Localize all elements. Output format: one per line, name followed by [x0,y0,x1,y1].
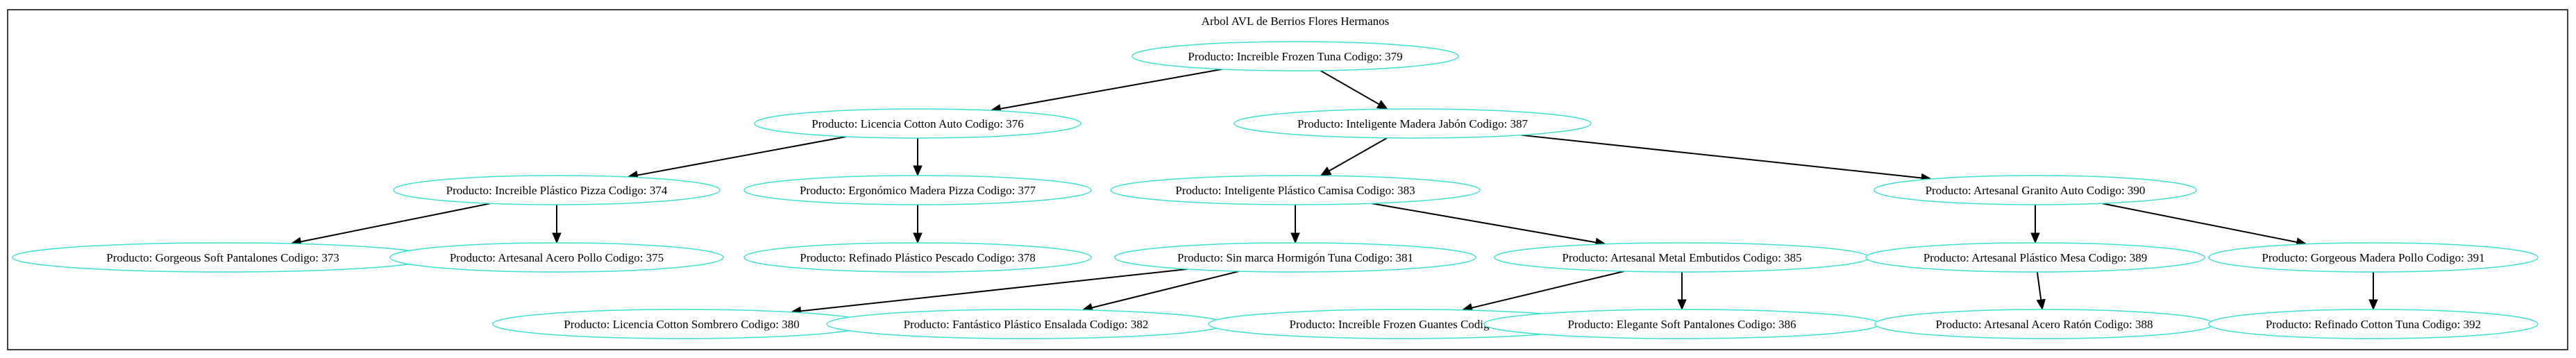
edge-line [1371,203,1597,244]
edge-line [637,135,847,176]
node-label: Producto: Increible Plástico Pizza Codig… [446,184,668,197]
node-label: Producto: Refinado Cotton Tuna Codigo: 3… [2266,318,2481,331]
edge-line [1000,68,1222,110]
edge-line [301,203,491,243]
node-label: Producto: Elegante Soft Pantalones Codig… [1567,318,1796,331]
tree-node-n375: Producto: Artesanal Acero Pollo Codigo: … [389,242,724,273]
edge-arrowhead [552,232,562,244]
node-ellipse [1114,242,1476,273]
edge-n391-n392 [2368,272,2378,311]
edge-arrowhead [1677,299,1687,311]
node-ellipse [2208,242,2539,273]
tree-node-n392: Producto: Refinado Cotton Tuna Codigo: 3… [2208,309,2539,339]
edge-arrowhead [2030,232,2040,244]
edge-n385-n386 [1677,272,1687,311]
edge-line [1471,271,1624,309]
tree-node-n382: Producto: Fantástico Plástico Ensalada C… [826,309,1226,339]
tree-node-n390: Producto: Artesanal Granito Auto Codigo:… [1874,175,2197,205]
node-label: Producto: Increible Frozen Tuna Codigo: … [1188,50,1402,63]
edge-line [2101,203,2298,244]
node-label: Producto: Ergonómico Madera Pizza Codigo… [800,184,1036,197]
edge-line [1329,137,1388,172]
tree-node-n387: Producto: Inteligente Madera Jabón Codig… [1234,108,1592,139]
node-label: Producto: Refinado Plástico Pescado Codi… [800,251,1036,264]
node-ellipse [743,175,1092,205]
edge-n387-n383 [1320,137,1388,176]
node-label: Producto: Artesanal Acero Ratón Codigo: … [1935,318,2153,331]
node-label: Producto: Licencia Cotton Auto Codigo: 3… [811,117,1024,130]
tree-node-n373: Producto: Gorgeous Soft Pantalones Codig… [12,242,434,273]
node-ellipse [754,108,1081,139]
edge-line [1520,134,1922,179]
node-ellipse [1234,108,1592,139]
tree-node-n381: Producto: Sin marca Hormigón Tuna Codigo… [1114,242,1476,273]
edge-line [800,268,1188,312]
node-ellipse [389,242,724,273]
edge-arrowhead [1290,232,1300,244]
node-label: Producto: Artesanal Granito Auto Codigo:… [1926,184,2146,197]
tree-node-n384: Producto: Increible Frozen Guantes Codig… [1208,309,1601,339]
node-label: Producto: Inteligente Plástico Camisa Co… [1175,184,1415,197]
node-ellipse [2208,309,2539,339]
node-label: Producto: Artesanal Plástico Mesa Codigo… [1923,251,2148,264]
edge-n376-n377 [913,138,923,177]
edge-line [2036,271,2042,300]
node-ellipse [393,175,721,205]
node-ellipse [1874,175,2197,205]
edge-line [1320,69,1380,105]
edge-n379-n387 [1320,69,1388,110]
node-ellipse [1865,242,2205,273]
node-label: Producto: Sin marca Hormigón Tuna Codigo… [1177,251,1413,264]
tree-node-n377: Producto: Ergonómico Madera Pizza Codigo… [743,175,1092,205]
edge-n374-n375 [552,205,562,244]
tree-node-n376: Producto: Licencia Cotton Auto Codigo: 3… [754,108,1081,139]
tree-node-n388: Producto: Artesanal Acero Ratón Codigo: … [1874,309,2214,339]
edge-arrowhead [2368,299,2378,311]
edge-n389-n388 [2036,271,2046,311]
tree-node-n383: Producto: Inteligente Plástico Camisa Co… [1110,175,1481,205]
node-label: Producto: Artesanal Metal Embutidos Codi… [1562,251,1801,264]
edge-arrowhead [913,165,923,177]
tree-node-n391: Producto: Gorgeous Madera Pollo Codigo: … [2208,242,2539,273]
edge-n390-n389 [2030,205,2040,244]
tree-node-n379: Producto: Increible Frozen Tuna Codigo: … [1131,41,1459,71]
node-label: Producto: Artesanal Acero Pollo Codigo: … [450,251,664,264]
edge-arrowhead [2036,298,2046,311]
tree-node-n389: Producto: Artesanal Plástico Mesa Codigo… [1865,242,2205,273]
node-ellipse [1131,41,1459,71]
tree-node-n378: Producto: Refinado Plástico Pescado Codi… [743,242,1092,273]
tree-node-n380: Producto: Licencia Cotton Sombrero Codig… [492,309,871,339]
tree-node-n374: Producto: Increible Plástico Pizza Codig… [393,175,721,205]
tree-nodes: Producto: Increible Frozen Tuna Codigo: … [12,41,2539,339]
node-label: Producto: Increible Frozen Guantes Codig… [1290,318,1519,331]
node-label: Producto: Fantástico Plástico Ensalada C… [904,318,1149,331]
edge-arrowhead [1376,100,1388,110]
node-label: Producto: Licencia Cotton Sombrero Codig… [564,318,800,331]
edge-arrowhead [1320,167,1332,176]
tree-node-n385: Producto: Artesanal Metal Embutidos Codi… [1494,242,1870,273]
node-label: Producto: Gorgeous Soft Pantalones Codig… [106,251,339,264]
graph-title: Arbol AVL de Berrios Flores Hermanos [1202,15,1390,28]
tree-node-n386: Producto: Elegante Soft Pantalones Codig… [1483,309,1880,339]
node-label: Producto: Gorgeous Madera Pollo Codigo: … [2262,251,2484,264]
edge-arrowhead [913,232,923,244]
edge-n383-n381 [1290,205,1300,244]
edge-line [1091,270,1240,309]
node-ellipse [1110,175,1481,205]
node-ellipse [743,242,1092,273]
node-label: Producto: Inteligente Madera Jabón Codig… [1297,117,1528,130]
edge-n377-n378 [913,205,923,244]
